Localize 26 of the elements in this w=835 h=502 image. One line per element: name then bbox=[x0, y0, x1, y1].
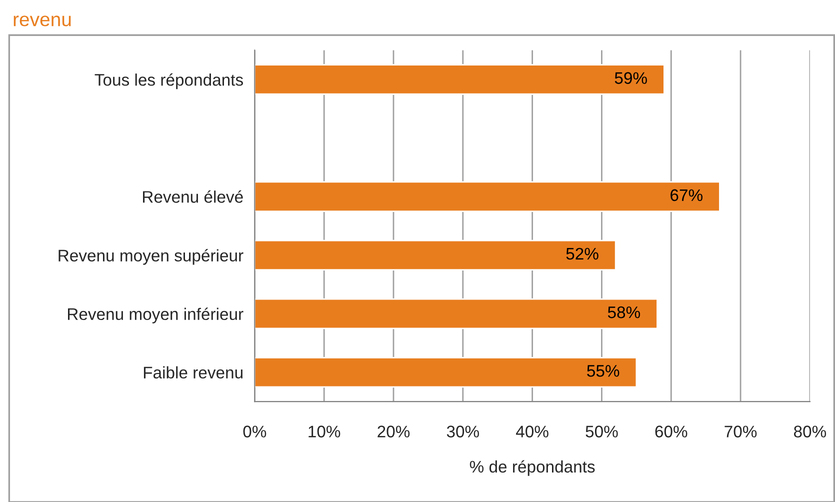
x-tick-label: 70% bbox=[724, 426, 757, 438]
bar bbox=[254, 64, 665, 95]
x-tick-label: 30% bbox=[446, 426, 479, 438]
bar bbox=[254, 298, 658, 330]
data-label: 55% bbox=[587, 365, 620, 377]
data-label: 67% bbox=[670, 189, 702, 202]
x-tick-label: 20% bbox=[378, 426, 410, 438]
bar bbox=[254, 240, 616, 271]
x-tick-label: 50% bbox=[586, 426, 618, 438]
y-tick-label: Faible revenu bbox=[144, 366, 242, 379]
x-tick-label: 40% bbox=[516, 426, 548, 438]
x-tick-label: 80% bbox=[794, 426, 826, 438]
y-tick-label: Revenu moyen supérieur bbox=[58, 249, 244, 265]
y-tick-label: Revenu élevé bbox=[143, 190, 243, 203]
x-tick-label: 10% bbox=[308, 426, 340, 438]
x-axis-title: % de répondants bbox=[470, 460, 595, 476]
x-tick-label: 0% bbox=[243, 426, 266, 438]
y-tick-label: Revenu moyen inférieur bbox=[68, 308, 244, 324]
data-label: 52% bbox=[566, 248, 598, 260]
data-label: 58% bbox=[608, 306, 640, 318]
y-tick-label: Tous les répondants bbox=[94, 73, 243, 90]
bar bbox=[254, 356, 638, 388]
text: revenu bbox=[14, 16, 71, 26]
x-tick-label: 60% bbox=[655, 426, 688, 438]
bar bbox=[254, 181, 720, 212]
data-label: 59% bbox=[614, 72, 647, 84]
